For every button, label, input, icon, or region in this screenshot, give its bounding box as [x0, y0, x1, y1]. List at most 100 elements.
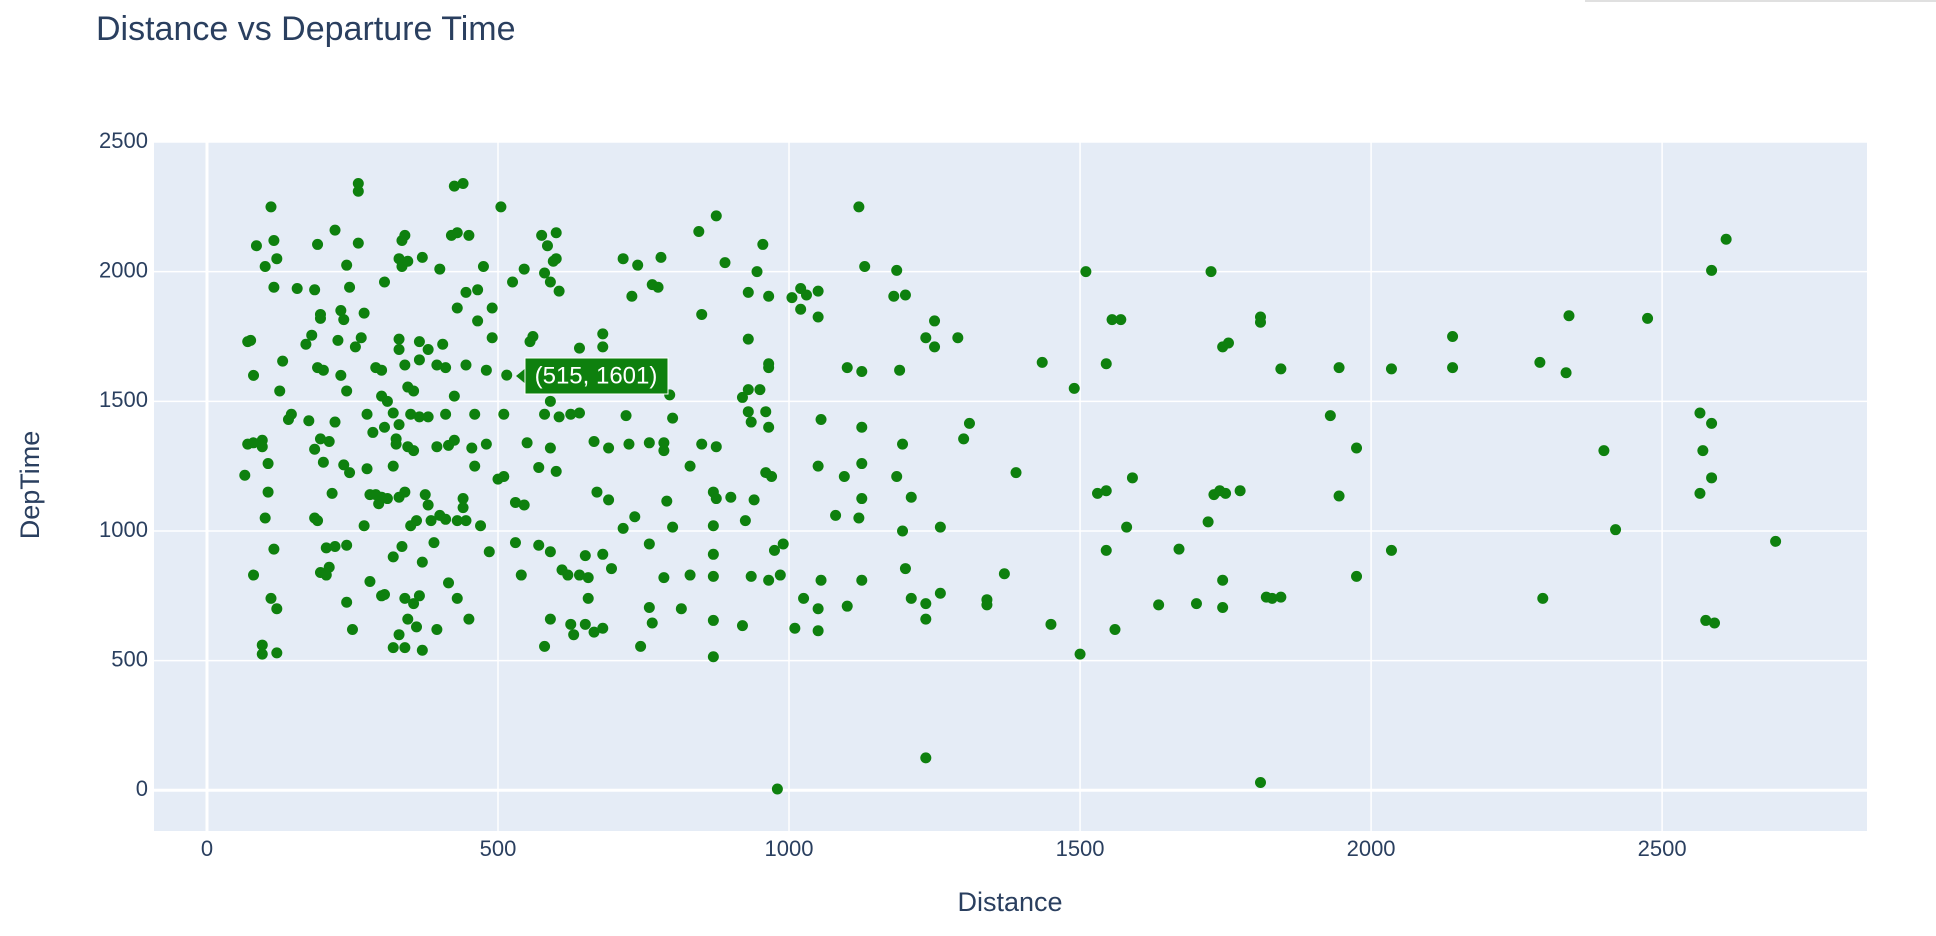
point — [1109, 624, 1121, 636]
point — [565, 618, 577, 630]
x-tick-label: 1500 — [1056, 836, 1105, 861]
point — [338, 459, 350, 471]
point — [853, 201, 865, 213]
point — [341, 596, 353, 608]
point — [1234, 485, 1246, 497]
point — [448, 180, 460, 192]
point — [1351, 570, 1363, 582]
point — [323, 436, 335, 448]
point — [469, 460, 481, 472]
point — [841, 600, 853, 612]
point — [1275, 363, 1287, 375]
point — [958, 433, 970, 445]
point — [597, 622, 609, 634]
point — [364, 576, 376, 588]
point — [786, 292, 798, 304]
point — [387, 407, 399, 419]
point — [256, 639, 268, 651]
point — [1074, 648, 1086, 660]
point — [626, 290, 638, 302]
point — [1694, 487, 1706, 499]
point — [771, 783, 783, 795]
point — [768, 544, 780, 556]
point — [463, 229, 475, 241]
point — [745, 416, 757, 428]
point — [1205, 266, 1217, 278]
point — [413, 411, 425, 423]
point — [533, 461, 545, 473]
point — [658, 445, 670, 457]
point — [536, 229, 548, 241]
point — [646, 617, 658, 629]
point — [929, 315, 941, 327]
point — [582, 592, 594, 604]
point — [303, 415, 315, 427]
point — [370, 362, 382, 374]
point — [480, 438, 492, 450]
point — [920, 598, 932, 610]
point — [271, 647, 283, 659]
point — [757, 238, 769, 250]
point — [1100, 485, 1112, 497]
point — [1222, 337, 1234, 349]
point — [553, 411, 565, 423]
point — [329, 224, 341, 236]
point — [393, 629, 405, 641]
point — [1709, 617, 1721, 629]
point — [1106, 314, 1118, 326]
point — [341, 539, 353, 551]
point — [853, 512, 865, 524]
point — [300, 338, 312, 350]
point — [696, 308, 708, 320]
point — [349, 341, 361, 353]
point — [539, 640, 551, 652]
point — [579, 550, 591, 562]
point — [707, 614, 719, 626]
point — [573, 342, 585, 354]
point — [539, 267, 551, 279]
x-axis-title: Distance — [957, 887, 1062, 917]
point — [358, 520, 370, 532]
point — [684, 569, 696, 581]
tooltip-box — [524, 357, 669, 395]
point — [248, 369, 260, 381]
point — [1092, 487, 1104, 499]
point — [591, 486, 603, 498]
point — [719, 257, 731, 269]
point — [1447, 362, 1459, 374]
point — [1121, 521, 1133, 533]
x-tick-label: 2500 — [1638, 836, 1687, 861]
point — [643, 437, 655, 449]
point — [472, 284, 484, 296]
point — [440, 362, 452, 374]
point — [1266, 592, 1278, 604]
point — [1115, 314, 1127, 326]
point — [393, 333, 405, 345]
point — [1080, 266, 1092, 278]
point — [411, 621, 423, 633]
point — [568, 629, 580, 641]
point — [553, 285, 565, 297]
point — [1537, 592, 1549, 604]
point — [1220, 487, 1232, 499]
point — [425, 515, 437, 527]
point — [981, 599, 993, 611]
point — [841, 362, 853, 374]
point — [268, 235, 280, 247]
point — [274, 385, 286, 397]
point — [998, 568, 1010, 580]
point — [361, 463, 373, 475]
point — [393, 343, 405, 355]
point — [573, 407, 585, 419]
point — [376, 590, 388, 602]
point — [314, 433, 326, 445]
point — [623, 438, 635, 450]
point — [472, 315, 484, 327]
point — [856, 365, 868, 377]
point — [309, 443, 321, 455]
point — [518, 263, 530, 275]
point — [268, 543, 280, 555]
point — [1563, 310, 1575, 322]
point — [475, 520, 487, 532]
point — [550, 465, 562, 477]
